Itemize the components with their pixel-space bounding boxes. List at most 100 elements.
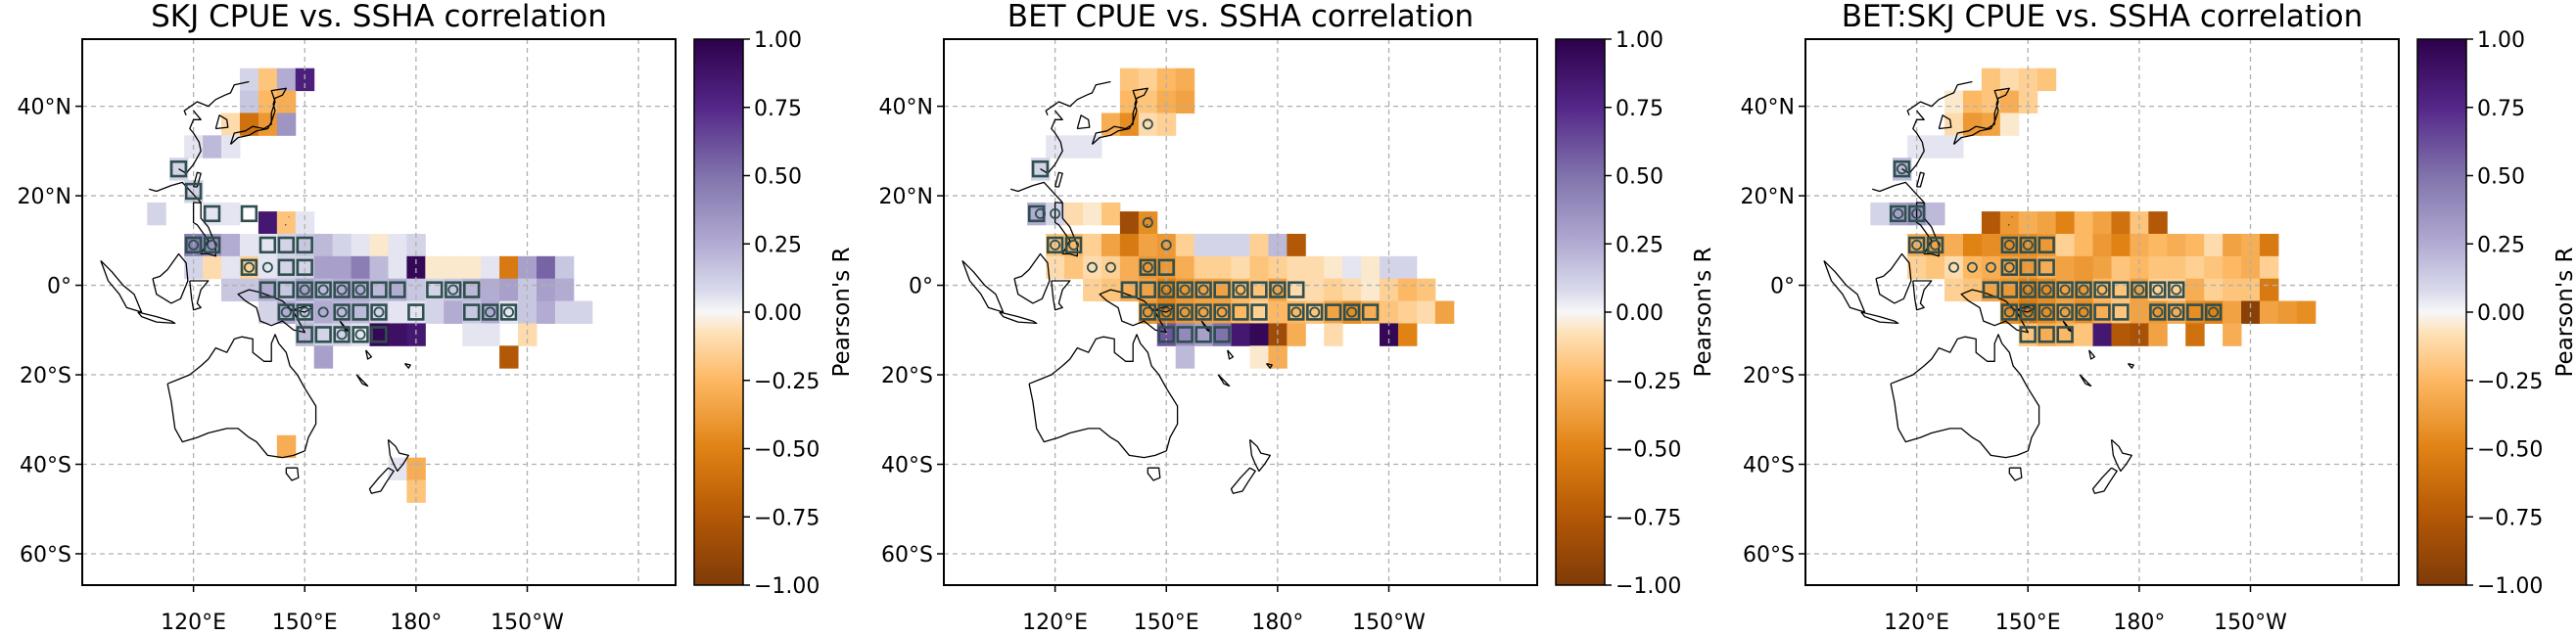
significance-square (2056, 303, 2074, 321)
correlation-cell (147, 202, 166, 226)
correlation-cell (554, 255, 575, 280)
significance-dot (2171, 284, 2182, 295)
colorbar-tick-label: −0.75 (754, 506, 820, 530)
significance-dot (1142, 306, 1153, 318)
coastline-path (1230, 467, 1256, 494)
significance-dot (447, 284, 459, 295)
correlation-cell (1981, 68, 2001, 92)
correlation-cell (1083, 135, 1102, 159)
significance-dot (336, 284, 348, 295)
significance-dot (1893, 207, 1904, 219)
coastline-path (1091, 87, 1148, 145)
correlation-cell (332, 233, 352, 257)
significance-dot (1197, 306, 1209, 318)
correlation-cell (1397, 278, 1418, 302)
significance-dot (2208, 306, 2220, 318)
significance-square (2131, 281, 2148, 298)
significance-square (2000, 281, 2018, 298)
correlation-cell (1962, 90, 1983, 114)
correlation-cell (276, 434, 297, 459)
coastline-path (1901, 110, 1925, 174)
correlation-cell (1361, 278, 1381, 302)
significance-dot (2022, 284, 2034, 295)
significance-square (2000, 258, 2018, 276)
correlation-cell (518, 323, 538, 346)
significance-square (1325, 303, 1342, 321)
panel-title: BET CPUE vs. SSHA correlation (1007, 0, 1474, 34)
correlation-cell (1981, 233, 2001, 257)
significance-square (258, 236, 277, 254)
correlation-cell (1138, 90, 1158, 114)
significance-square (1139, 281, 1156, 298)
correlation-cell (1101, 233, 1121, 257)
correlation-cell (258, 255, 278, 280)
correlation-cell (2074, 233, 2094, 257)
significance-square (2019, 326, 2037, 343)
significance-square (351, 281, 369, 298)
significance-square (1157, 258, 1175, 276)
significance-dot (2040, 284, 2052, 295)
correlation-cell (258, 300, 278, 324)
significance-square (370, 303, 388, 321)
correlation-cell (481, 278, 500, 302)
significance-dot (1290, 306, 1302, 318)
correlation-cell (369, 255, 389, 280)
correlation-cell (313, 345, 334, 369)
significance-dot (207, 239, 218, 250)
correlation-cell (1231, 323, 1250, 346)
correlation-cell (1175, 345, 1195, 369)
significance-dot (2152, 306, 2164, 318)
significance-square (1064, 236, 1083, 254)
colorbar-tick-label: −0.25 (1616, 370, 1681, 394)
significance-square (1250, 281, 1268, 298)
significance-markers (1028, 118, 1380, 343)
correlation-cell (1944, 278, 1964, 302)
lat-tick-label: 60°S (1743, 543, 1795, 568)
correlation-cell (2092, 323, 2112, 346)
correlation-cell (2148, 233, 2168, 257)
lon-tick-label: 180° (390, 611, 442, 635)
correlation-cell (2185, 233, 2205, 257)
correlation-cell (425, 255, 445, 280)
correlation-cell (2092, 255, 2112, 280)
significance-dot (317, 306, 329, 318)
significance-square (481, 303, 499, 321)
lat-tick-label: 20°S (20, 364, 71, 388)
coastline-path (999, 311, 1038, 325)
colorbar-tick-label: −1.00 (754, 574, 820, 599)
significance-square (1031, 159, 1050, 178)
coastline-path (403, 362, 411, 369)
significance-dot (2096, 284, 2108, 295)
correlation-cell (2055, 211, 2076, 235)
significance-dot (1930, 239, 1942, 250)
correlation-cell (313, 233, 334, 257)
correlation-cell (2259, 300, 2279, 324)
map-panel-2: BET CPUE vs. SSHA correlation 120°E 150°E 1… (879, 0, 1538, 635)
correlation-cell (1175, 255, 1195, 280)
correlation-cell (2092, 211, 2112, 235)
correlation-cell (1268, 255, 1288, 280)
colorbar-gradient (693, 38, 744, 586)
significance-dot (1160, 306, 1172, 318)
coastline-path (149, 181, 202, 204)
coastline-path (355, 374, 369, 387)
significance-square (2075, 281, 2092, 298)
correlation-cell (499, 345, 519, 369)
coastline-path (1912, 280, 1933, 311)
correlation-cell (499, 255, 519, 280)
significance-dot (188, 239, 200, 250)
significance-dot (1142, 217, 1153, 229)
graticule (944, 39, 1537, 585)
colorbar-tick-label: −0.50 (1616, 438, 1681, 463)
significance-square (1194, 303, 1212, 321)
correlation-cell (1324, 323, 1343, 346)
lon-tick-label: 180° (2113, 611, 2165, 635)
significance-dot (280, 306, 292, 318)
significance-square (2037, 326, 2055, 343)
correlation-cell (2167, 255, 2186, 280)
correlation-cell (2074, 211, 2094, 235)
colorbar-label: Pearson's R (829, 247, 855, 377)
colorbar-tick-label: 0.00 (2477, 301, 2525, 326)
correlation-cell (1342, 278, 1362, 302)
lon-tick-label: 180° (1251, 611, 1303, 635)
